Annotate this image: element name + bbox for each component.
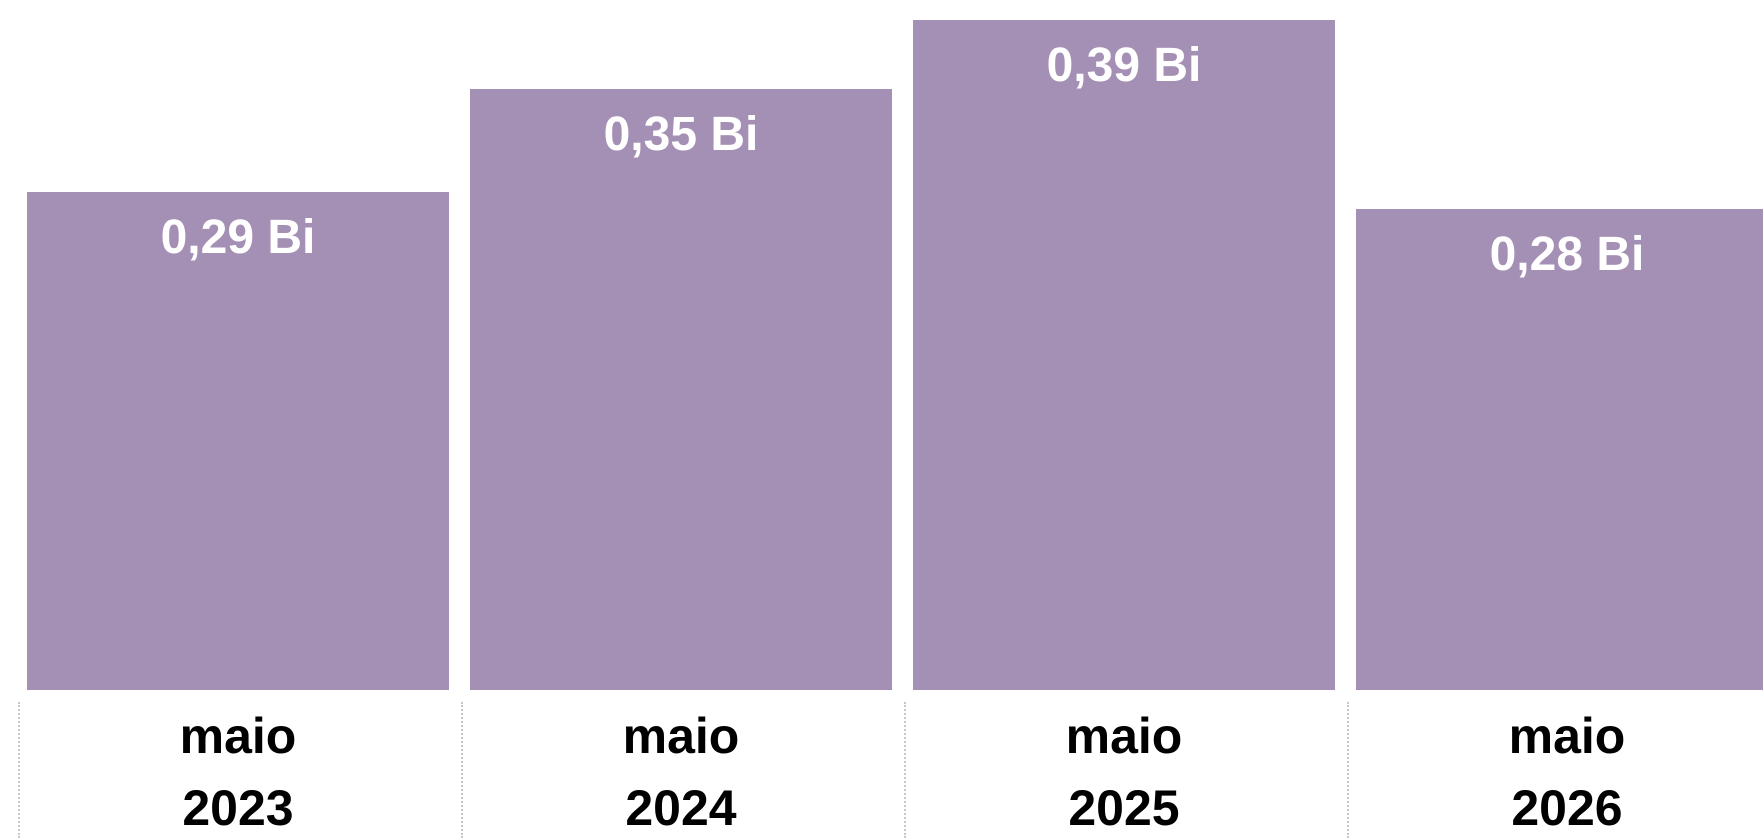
bar — [913, 20, 1335, 690]
separator — [18, 702, 20, 838]
bar — [27, 191, 449, 690]
x-tick-label: maio 2026 — [1508, 708, 1626, 836]
x-tick-label: maio 2023 — [179, 708, 297, 836]
value-label: 0,35 Bi — [603, 107, 759, 161]
value-label: 0,29 Bi — [160, 210, 316, 264]
separator — [461, 702, 463, 838]
x-tick-label: maio 2024 — [622, 708, 740, 836]
separator — [1347, 702, 1349, 838]
value-label: 0,39 Bi — [1046, 39, 1202, 92]
separator — [904, 702, 906, 838]
x-tick-label: maio 2025 — [1065, 708, 1183, 836]
value-label: 0,28 Bi — [1489, 227, 1645, 281]
bar — [1356, 208, 1763, 690]
bar — [470, 88, 892, 690]
